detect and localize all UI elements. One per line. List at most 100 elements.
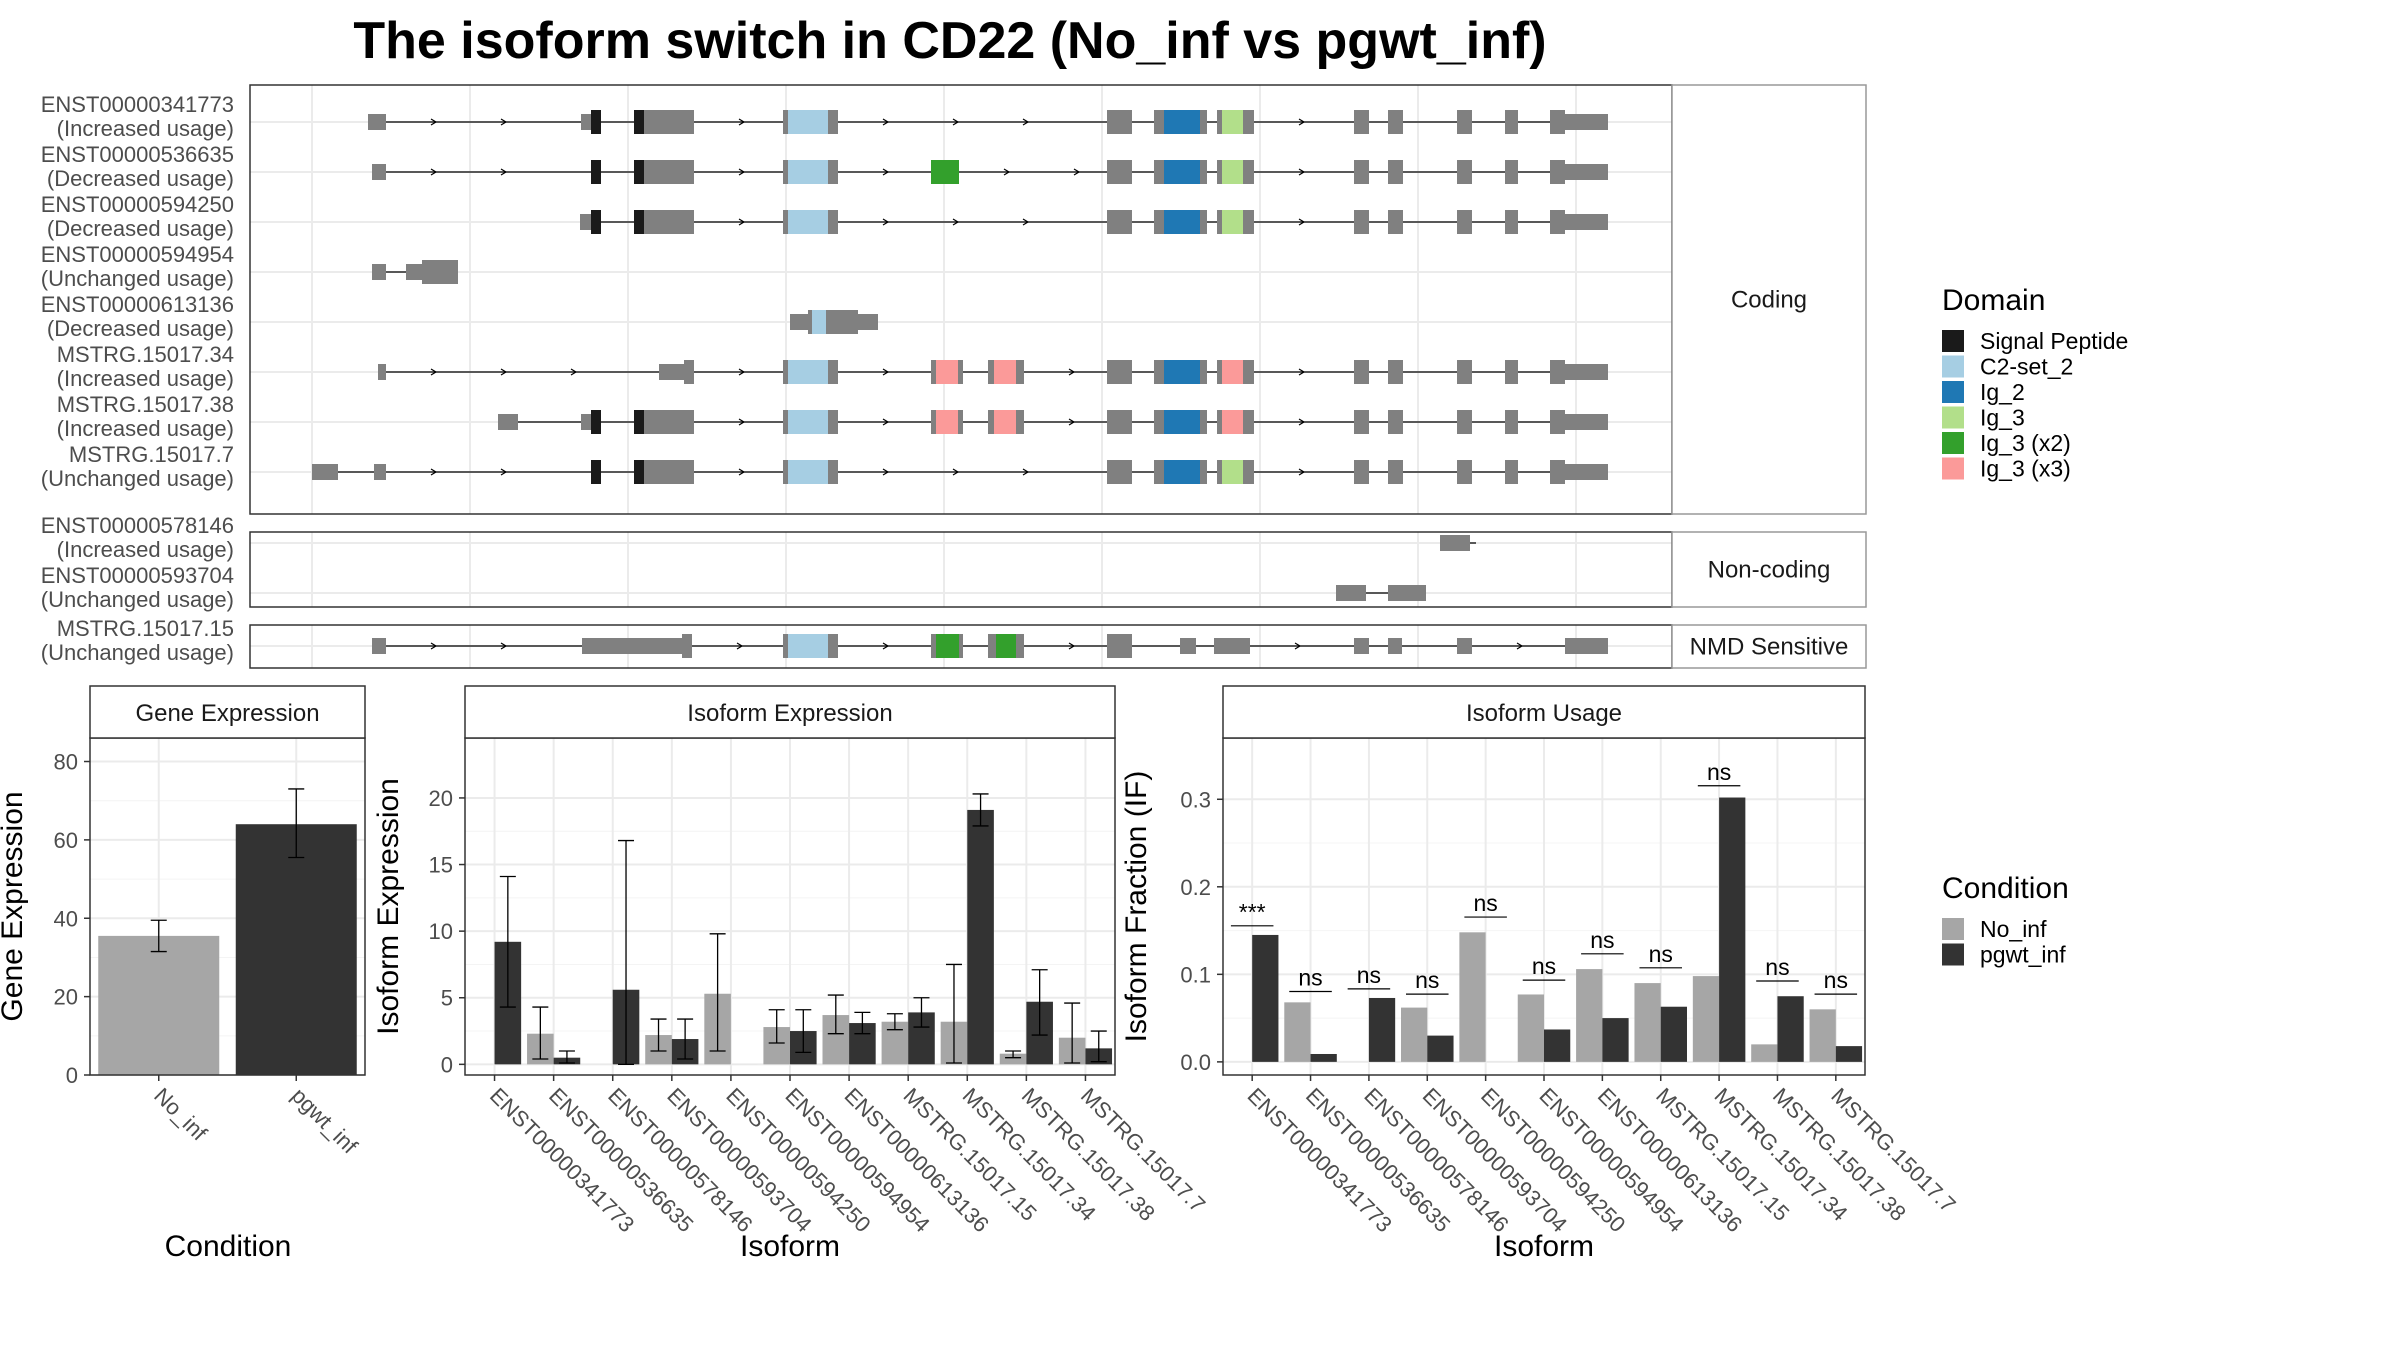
exon xyxy=(1505,210,1518,234)
intron-arrow xyxy=(570,368,578,376)
exon xyxy=(1016,410,1024,434)
domain-block xyxy=(936,634,959,658)
y-tick-label: 0.2 xyxy=(1180,875,1211,900)
y-tick-label: 0 xyxy=(441,1052,453,1077)
legend-label: Signal Peptide xyxy=(1980,328,2128,354)
exon xyxy=(828,210,838,234)
exon xyxy=(1565,114,1608,130)
domain-block xyxy=(591,160,601,184)
exon xyxy=(1217,160,1222,184)
transcript-row xyxy=(378,360,1608,384)
exon xyxy=(1154,460,1164,484)
domain-block xyxy=(1222,360,1243,384)
exon xyxy=(988,410,994,434)
legend-swatch xyxy=(1942,943,1964,966)
intron-arrow xyxy=(430,368,438,376)
intron-arrow xyxy=(738,218,746,226)
exon xyxy=(372,164,386,180)
intron-arrow xyxy=(1298,218,1306,226)
significance-label: ns xyxy=(1473,890,1497,916)
exon xyxy=(1457,410,1472,434)
isoform-usage-label: (Increased usage) xyxy=(57,416,234,441)
exon xyxy=(828,360,838,384)
isoform-id-label: ENST00000594954 xyxy=(41,242,234,267)
intron-arrow xyxy=(500,168,508,176)
bar xyxy=(1751,1044,1778,1062)
bar xyxy=(235,824,357,1075)
exon xyxy=(783,110,788,134)
exon xyxy=(828,110,838,134)
exon xyxy=(1243,210,1254,234)
exon xyxy=(1388,638,1402,654)
intron-arrow xyxy=(882,218,890,226)
exon xyxy=(931,634,936,658)
isoform-id-label: ENST00000593704 xyxy=(41,563,234,588)
intron-arrow xyxy=(952,218,960,226)
exon xyxy=(644,110,694,134)
exon xyxy=(783,634,788,658)
transcript-row xyxy=(1440,535,1476,551)
y-tick-label: 0.1 xyxy=(1180,962,1211,987)
bar-charts: 0 20 40 60 80 No_inf pgwt_inf Gene Expression Ge… xyxy=(0,685,1961,1263)
exon xyxy=(684,360,694,384)
legend-label: Ig_2 xyxy=(1980,379,2025,405)
legend-swatch xyxy=(1942,406,1964,429)
intron-arrow xyxy=(1073,168,1081,176)
domain-block xyxy=(788,410,828,434)
exon xyxy=(1565,638,1608,654)
exon xyxy=(1107,460,1132,484)
isoform-id-label: ENST00000341773 xyxy=(41,92,234,117)
bar xyxy=(1660,1006,1687,1062)
domain-block xyxy=(788,210,828,234)
exon xyxy=(582,638,682,654)
significance-label: ns xyxy=(1765,954,1789,980)
exon xyxy=(1505,160,1518,184)
intron-arrow xyxy=(882,118,890,126)
intron-arrow xyxy=(1068,418,1076,426)
chart-strip xyxy=(464,685,1116,739)
bar xyxy=(999,1053,1027,1065)
domain-block xyxy=(1222,110,1243,134)
exon xyxy=(1107,160,1132,184)
exon xyxy=(1388,360,1403,384)
exon xyxy=(858,314,878,330)
domain-block xyxy=(591,460,601,484)
exon xyxy=(1200,110,1207,134)
y-tick-label: 20 xyxy=(54,985,78,1010)
legend-title: Condition xyxy=(1942,872,2069,905)
exon xyxy=(1154,410,1164,434)
exon xyxy=(988,360,994,384)
domain-block xyxy=(634,460,644,484)
exon xyxy=(1107,360,1132,384)
chart-strip xyxy=(1222,685,1866,739)
exon xyxy=(581,114,591,130)
legend-label: pgwt_inf xyxy=(1980,942,2066,968)
exon xyxy=(828,160,838,184)
y-tick-label: 0 xyxy=(66,1063,78,1088)
intron-arrow xyxy=(1022,218,1030,226)
intron-arrow xyxy=(1298,118,1306,126)
exon xyxy=(1217,110,1222,134)
intron-arrow xyxy=(1298,468,1306,476)
exon xyxy=(1217,210,1222,234)
transcript-row xyxy=(1336,585,1426,601)
exon xyxy=(828,634,838,658)
isoform-usage-label: (Increased usage) xyxy=(57,366,234,391)
exon xyxy=(1457,360,1472,384)
exon xyxy=(1180,638,1196,654)
exon xyxy=(958,360,963,384)
transcript-row xyxy=(372,160,1608,184)
transcript-row xyxy=(372,260,458,284)
isoform-usage-label: (Decreased usage) xyxy=(47,316,234,341)
domain-block xyxy=(1164,110,1200,134)
transcript-row xyxy=(372,634,1608,658)
exon xyxy=(783,160,788,184)
legend-swatch xyxy=(1942,432,1964,454)
exon xyxy=(828,460,838,484)
exon xyxy=(1388,110,1403,134)
exon xyxy=(498,414,518,430)
intron-arrow xyxy=(882,368,890,376)
intron-arrow xyxy=(430,642,438,650)
domain-block xyxy=(591,110,601,134)
bar xyxy=(967,809,994,1065)
